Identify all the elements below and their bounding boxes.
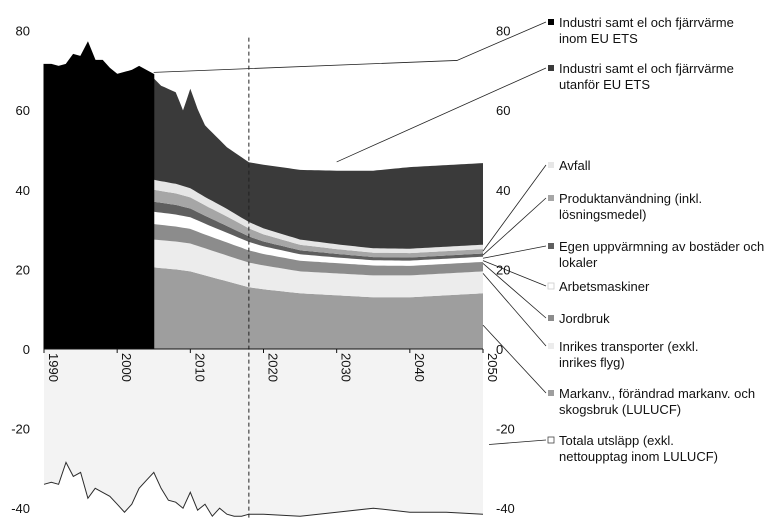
leader-line-10 (488, 439, 547, 445)
legend-label-line: Egen uppvärmning av bostäder och (559, 239, 764, 254)
left-tick-label: 20 (16, 262, 30, 277)
legend-label-line: inrikes flyg) (559, 355, 625, 370)
historical-area (43, 41, 155, 350)
legend-swatch-4 (548, 195, 554, 201)
legend-label-1: Industri samt el och fjärrvärme inom EU E… (559, 15, 734, 46)
area-series-3 (153, 223, 484, 276)
legend-label-line: Avfall (559, 158, 591, 173)
legend-swatch-3 (548, 162, 554, 168)
legend-label-line: Totala utsläpp (exkl. (559, 433, 674, 448)
legend-label-line: Jordbruk (559, 311, 610, 326)
right-tick-label: 20 (496, 262, 510, 277)
legend-label-8: Inrikes transporter (exkl. inrikes flyg) (559, 339, 698, 370)
right-tick-label: -40 (496, 501, 515, 516)
leader-line-6 (482, 260, 547, 287)
legend-swatch-9 (548, 390, 554, 396)
legend-label-line: Markanv., förändrad markanv. och (559, 386, 755, 401)
total-emissions-polyline (43, 461, 484, 518)
legend-label-line: Produktanvändning (inkl. (559, 191, 702, 206)
left-tick-label: 80 (16, 24, 30, 39)
leader-line-8 (482, 273, 547, 347)
x-tick-label: 2010 (192, 353, 207, 382)
leader-line-3 (482, 164, 547, 252)
legend-label-line: Industri samt el och fjärrvärme (559, 15, 734, 30)
legend-label-2: Industri samt el och fjärrvärme utanför E… (559, 61, 734, 92)
legend-label-line: utanför EU ETS (559, 77, 650, 92)
legend-label-line: Inrikes transporter (exkl. (559, 339, 698, 354)
legend-swatch-2 (548, 65, 554, 71)
leader-lines (153, 21, 547, 445)
right-tick-label: 40 (496, 183, 510, 198)
area-series-7 (153, 179, 484, 254)
axes: 80 60 40 20 0 -20 -40 80 60 40 20 0 -20 -40 1990 2000 20… (11, 24, 515, 517)
legend-label-4: Produktanvändning (inkl. lösningsmedel) (559, 191, 702, 222)
x-tick-label: 2040 (412, 353, 427, 382)
left-tick-label: -40 (11, 501, 30, 516)
legend-swatch-6 (547, 282, 555, 290)
legend-label-line: nettoupptag inom LULUCF) (559, 449, 718, 464)
right-tick-label: 80 (496, 24, 510, 39)
total-emissions-line (43, 461, 484, 518)
area-series-1 (153, 267, 484, 349)
legend-label-6: Arbetsmaskiner (559, 279, 650, 294)
legend-swatch-8 (548, 343, 554, 349)
legend-label-9: Markanv., förändrad markanv. och skogsbru… (559, 386, 755, 417)
leader-line-7 (482, 263, 547, 319)
leader-line-5 (482, 245, 547, 259)
legend-label-line: lösningsmedel) (559, 207, 646, 222)
x-tick-label: 2030 (339, 353, 354, 382)
legend-label-line: Arbetsmaskiner (559, 279, 650, 294)
leader-line-1 (153, 21, 547, 73)
x-tick-label: 2000 (119, 353, 134, 382)
x-tick-label: 2020 (266, 353, 281, 382)
legend-label-7: Jordbruk (559, 311, 610, 326)
right-tick-label: -20 (496, 422, 515, 437)
area-series-2 (153, 239, 484, 298)
right-tick-label: 60 (496, 103, 510, 118)
left-tick-label: 60 (16, 103, 30, 118)
legend-swatch-5 (548, 243, 554, 249)
x-tick-label: 2050 (485, 353, 500, 382)
historical-emissions-area (43, 41, 155, 350)
area-series-8 (153, 78, 484, 249)
left-tick-label: 0 (23, 342, 30, 357)
leader-line-9 (482, 324, 547, 394)
leader-line-2 (336, 67, 547, 163)
x-tick-label: 1990 (46, 353, 61, 382)
legend-label-line: skogsbruk (LULUCF) (559, 402, 681, 417)
left-tick-label: -20 (11, 422, 30, 437)
lulucf-negative-area (44, 349, 483, 517)
legend-label-line: Industri samt el och fjärrvärme (559, 61, 734, 76)
legend-label-3: Avfall (559, 158, 591, 173)
lulucf-band (44, 349, 483, 517)
legend-label-line: lokaler (559, 255, 598, 270)
area-series-6 (153, 189, 484, 258)
legend-label-5: Egen uppvärmning av bostäder och lokaler (559, 239, 764, 270)
right-tick-label: 0 (496, 342, 503, 357)
legend-label-10: Totala utsläpp (exkl. nettoupptag inom LU… (559, 433, 718, 464)
leader-line-4 (482, 197, 547, 256)
legend-swatch-7 (548, 315, 554, 321)
left-tick-label: 40 (16, 183, 30, 198)
legend-swatch-1 (548, 19, 554, 25)
legend: Industri samt el och fjärrvärme inom EU E… (547, 15, 764, 464)
legend-label-line: inom EU ETS (559, 31, 638, 46)
legend-swatch-10 (547, 436, 555, 444)
area-layers (153, 78, 484, 349)
